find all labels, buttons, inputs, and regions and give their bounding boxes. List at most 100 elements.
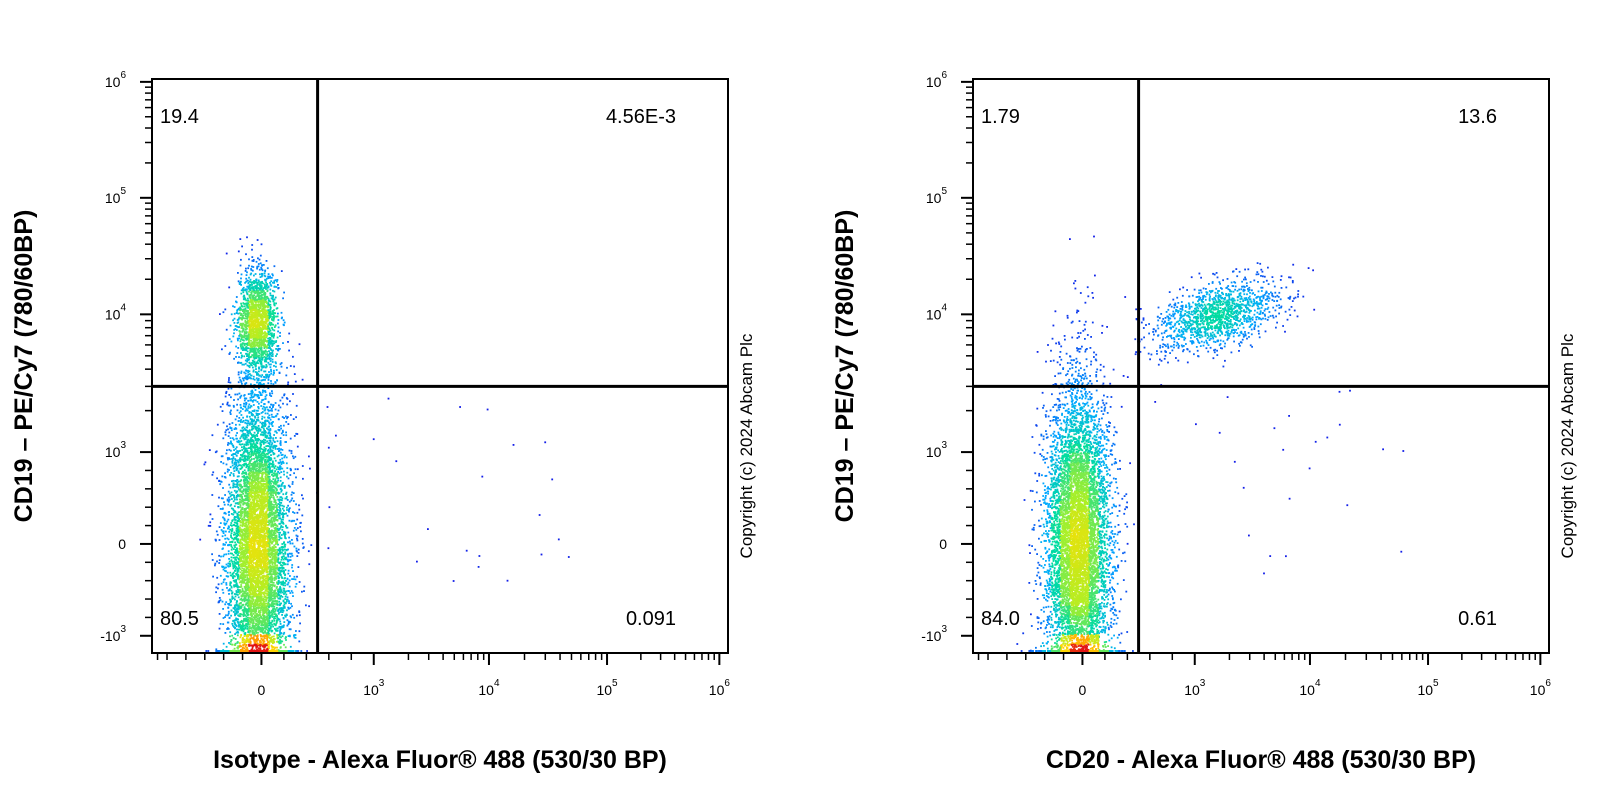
event-dot (260, 334, 262, 337)
event-dot (244, 510, 247, 513)
event-dot (270, 573, 273, 576)
event-dot (258, 579, 261, 582)
event-dot (257, 359, 260, 362)
event-dot (260, 353, 263, 356)
event-dot (252, 404, 255, 406)
event-dot (243, 355, 246, 358)
event-dot (292, 457, 295, 460)
event-dot (247, 523, 250, 526)
event-dot (243, 323, 246, 326)
event-dot (253, 274, 255, 277)
event-dot (250, 269, 253, 271)
event-dot (273, 498, 276, 501)
event-dot (249, 335, 251, 338)
event-dot (265, 527, 268, 530)
event-dot (253, 530, 256, 532)
event-dot (246, 314, 249, 316)
event-dot (264, 309, 267, 312)
event-dot (246, 545, 248, 548)
event-dot (279, 363, 282, 366)
event-dot (252, 599, 254, 602)
event-dot (278, 506, 281, 508)
event-dot (236, 393, 239, 396)
event-dot (256, 401, 259, 403)
event-dot (253, 361, 256, 364)
event-dot (270, 577, 273, 579)
event-dot (258, 340, 261, 343)
event-dot (257, 350, 259, 353)
event-dot (245, 289, 248, 291)
event-dot (228, 558, 230, 560)
event-dot (281, 635, 284, 638)
event-dot (266, 524, 269, 526)
event-dot (240, 508, 243, 511)
event-dot (292, 511, 294, 513)
event-dot (265, 332, 267, 335)
event-dot (259, 450, 262, 453)
event-dot (263, 301, 266, 304)
event-dot (246, 602, 249, 604)
event-dot (248, 295, 251, 298)
event-dot (227, 538, 230, 541)
event-dot (274, 565, 277, 567)
event-dot (286, 600, 288, 603)
event-dot (271, 514, 273, 516)
event-dot (264, 584, 266, 587)
event-dot (248, 276, 250, 279)
event-dot (274, 408, 277, 411)
event-dot (259, 456, 262, 459)
event-dot (246, 554, 249, 557)
event-dot (289, 592, 292, 594)
event-dot (255, 314, 258, 317)
event-dot (253, 344, 256, 347)
event-dot (243, 518, 246, 521)
event-dot (243, 317, 246, 320)
event-dot (278, 492, 281, 495)
event-dot (248, 351, 251, 354)
event-dot (247, 619, 249, 621)
event-dot (272, 405, 274, 407)
event-dot (267, 630, 270, 632)
event-dot (257, 469, 260, 471)
event-dot (243, 336, 246, 339)
event-dot (242, 405, 245, 408)
event-dot (285, 374, 288, 377)
event-dot (279, 623, 282, 625)
event-dot (226, 520, 229, 523)
event-dot (244, 599, 247, 601)
event-dot (268, 355, 271, 358)
event-dot (271, 600, 274, 602)
event-dot (272, 318, 275, 320)
event-dot (244, 321, 247, 323)
event-dot (278, 426, 281, 428)
event-dot (248, 527, 250, 529)
event-dot (254, 371, 257, 373)
event-dot (252, 344, 254, 346)
event-dot (244, 289, 247, 292)
event-dot (272, 349, 274, 352)
event-dot (272, 573, 275, 575)
event-dot (271, 464, 274, 466)
event-dot (251, 614, 253, 617)
event-dot (281, 396, 284, 399)
event-dot (257, 306, 260, 308)
event-dot (275, 348, 277, 350)
event-dot (261, 314, 264, 317)
event-dot (264, 630, 266, 632)
event-dot (229, 495, 232, 498)
event-dot (221, 508, 224, 510)
event-dot (271, 294, 273, 297)
event-dot (240, 304, 243, 307)
event-dot (238, 316, 241, 319)
event-dot (270, 352, 273, 354)
event-dot (274, 615, 277, 617)
event-dot (238, 645, 241, 648)
event-dot (273, 329, 276, 332)
event-dot (255, 439, 258, 441)
event-dot (270, 436, 272, 439)
event-dot (263, 347, 266, 349)
event-dot (218, 600, 221, 602)
event-dot (296, 433, 299, 435)
event-dot (276, 646, 278, 649)
event-dot (272, 540, 274, 543)
